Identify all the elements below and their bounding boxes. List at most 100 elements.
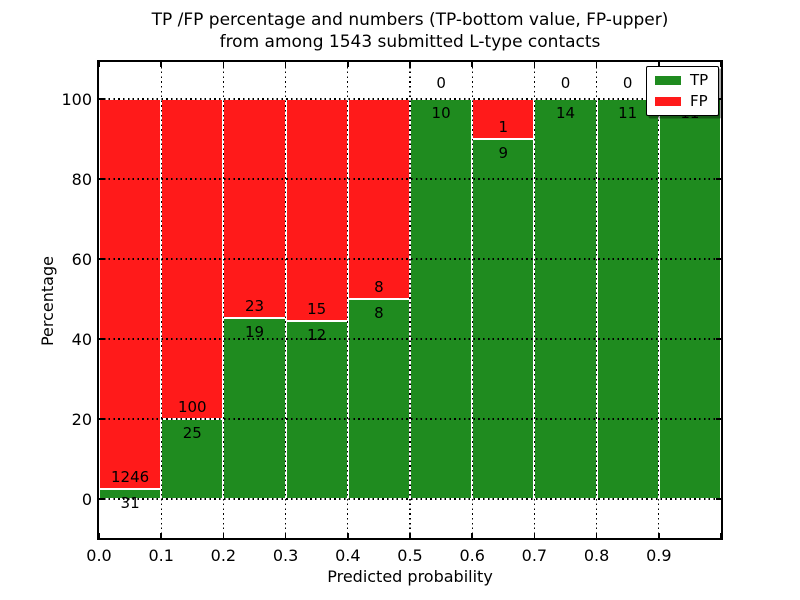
- y-tick-label: 100: [61, 89, 92, 109]
- bar-label-tp: 8: [374, 304, 384, 322]
- plot-area: 12463110025231915128801019014011011: [97, 60, 723, 540]
- x-tick-mark: [471, 62, 473, 67]
- x-tick-label: 0.6: [459, 546, 485, 565]
- x-tick-mark: [409, 62, 411, 67]
- bar-tp-segment: [410, 99, 473, 499]
- x-tick-mark: [222, 62, 225, 67]
- bar-label-tp: 31: [120, 494, 140, 513]
- bar-label-tp: 10: [431, 104, 451, 122]
- x-tick-mark: [658, 62, 660, 67]
- y-tick-mark: [99, 418, 104, 420]
- gridline-vertical: [471, 62, 473, 538]
- x-tick-mark: [533, 533, 536, 538]
- x-tick-label: 0.1: [148, 546, 174, 565]
- gridline-horizontal: [99, 98, 721, 100]
- gridline-vertical: [347, 62, 349, 538]
- bar-label-fp: 1: [498, 118, 509, 136]
- x-axis-label: Predicted probability: [327, 567, 493, 586]
- bar-tp-segment: [472, 139, 535, 499]
- gridline-vertical: [658, 62, 660, 538]
- gridline-horizontal: [99, 418, 721, 420]
- chart-title-line2: from among 1543 submitted L-type contact…: [219, 32, 601, 52]
- legend-item: FP: [655, 94, 708, 109]
- x-tick-mark: [160, 62, 162, 67]
- x-tick-mark: [471, 533, 473, 538]
- bar-label-tp: 14: [555, 104, 576, 122]
- y-tick-label: 80: [71, 169, 92, 189]
- x-tick-mark: [347, 533, 349, 538]
- bar-label-tp: 11: [618, 104, 638, 122]
- y-axis-label: Percentage: [38, 256, 57, 347]
- x-tick-label: 0.7: [521, 546, 548, 565]
- bar-fp-segment: [223, 99, 286, 319]
- gridline-vertical: [160, 62, 162, 538]
- bar-label-tp: 25: [182, 424, 202, 442]
- x-tick-mark: [595, 533, 598, 538]
- bar-label-fp: 100: [177, 398, 207, 416]
- gridline-vertical: [595, 62, 598, 538]
- y-tick-mark: [99, 338, 104, 340]
- bar-tp-segment: [347, 299, 410, 499]
- y-tick-mark: [716, 498, 721, 500]
- x-tick-mark: [98, 62, 100, 67]
- bar-tp-segment: [658, 99, 721, 499]
- bar-tp-segment: [534, 99, 597, 499]
- x-tick-label: 0.8: [583, 546, 610, 565]
- legend-swatch-tp: [655, 76, 681, 85]
- bar-tp-segment: [223, 318, 286, 499]
- bar-label-fp: 15: [307, 300, 327, 319]
- x-tick-label: 0.2: [210, 546, 237, 565]
- bar-label-fp: 8: [374, 278, 384, 296]
- bar-tp-segment: [596, 99, 659, 499]
- x-tick-mark: [284, 533, 287, 538]
- y-tick-mark: [716, 258, 721, 260]
- x-tick-mark: [658, 533, 660, 538]
- gridline-vertical: [284, 62, 287, 538]
- gridline-horizontal: [99, 178, 721, 180]
- x-tick-label: 0.9: [646, 546, 672, 565]
- gridline-vertical: [533, 62, 536, 538]
- gridline-vertical: [222, 62, 225, 538]
- bar-fp-segment: [347, 99, 410, 299]
- y-tick-mark: [99, 178, 104, 180]
- x-tick-mark: [98, 533, 100, 538]
- x-tick-label: 0.0: [86, 546, 112, 565]
- y-tick-label: 0: [81, 489, 92, 509]
- y-tick-mark: [716, 418, 721, 420]
- y-tick-mark: [99, 258, 104, 260]
- legend-label: FP: [690, 92, 708, 110]
- gridline-horizontal: [99, 338, 721, 340]
- y-tick-label: 60: [71, 249, 92, 269]
- chart-title: TP /FP percentage and numbers (TP-bottom…: [99, 9, 721, 53]
- bar-label-fp: 1246: [111, 468, 150, 487]
- x-tick-mark: [533, 62, 536, 67]
- y-tick-label: 40: [71, 329, 92, 349]
- gridline-horizontal: [99, 498, 721, 500]
- x-tick-mark: [720, 533, 722, 538]
- legend: TP FP: [646, 66, 720, 116]
- y-tick-mark: [99, 498, 104, 500]
- bar-fp-segment: [285, 99, 348, 322]
- x-tick-mark: [284, 62, 287, 67]
- y-tick-mark: [716, 178, 721, 180]
- bar-label-tp: 9: [498, 144, 509, 162]
- x-tick-mark: [222, 533, 225, 538]
- gridline-vertical: [409, 62, 411, 538]
- bar-label-fp: 23: [244, 297, 265, 316]
- bar-label-fp: 0: [622, 74, 633, 92]
- y-tick-mark: [99, 98, 104, 100]
- x-tick-label: 0.5: [397, 546, 423, 565]
- x-tick-mark: [409, 533, 411, 538]
- x-tick-label: 0.4: [335, 546, 361, 565]
- x-tick-mark: [347, 62, 349, 67]
- bar-tp-segment: [285, 321, 348, 499]
- legend-label: TP: [690, 71, 709, 89]
- gridline-horizontal: [99, 258, 721, 260]
- x-tick-mark: [160, 533, 162, 538]
- bar-fp-segment: [99, 99, 162, 490]
- legend-item: TP: [655, 73, 708, 88]
- x-tick-label: 0.3: [272, 546, 299, 565]
- x-tick-mark: [595, 62, 598, 67]
- y-tick-label: 20: [71, 409, 92, 429]
